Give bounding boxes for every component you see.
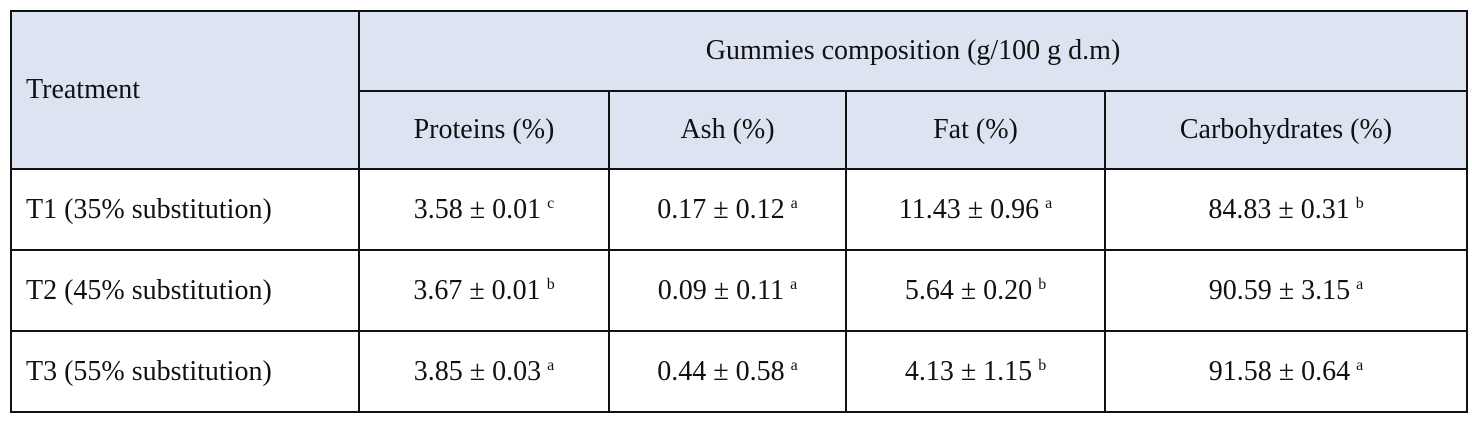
row-label: T1 (35% substitution)	[10, 168, 360, 251]
significance-letter: b	[1038, 356, 1047, 374]
significance-letter: a	[1356, 356, 1364, 374]
value-cell: 11.43 ± 0.96 a	[845, 168, 1106, 251]
cell-value: 0.09 ± 0.11	[657, 274, 785, 306]
significance-letter: c	[547, 194, 555, 212]
column-header: Ash (%)	[608, 90, 847, 170]
significance-letter: a	[1045, 194, 1053, 212]
significance-letter: b	[546, 275, 555, 293]
significance-letter: a	[790, 194, 798, 212]
value-cell: 0.09 ± 0.11 a	[608, 249, 847, 332]
header-cell: Gummies composition (g/100 g d.m)	[357, 10, 1469, 92]
cell-value: 3.67 ± 0.01	[413, 274, 541, 306]
cell-value: 3.58 ± 0.01	[413, 193, 542, 225]
cell-value: 3.85 ± 0.03	[413, 355, 542, 387]
row-label: T2 (45% substitution)	[10, 249, 360, 332]
value-cell: 90.59 ± 3.15 a	[1103, 249, 1469, 332]
cell-value: 5.64 ± 0.20	[904, 274, 1033, 306]
column-header: Carbohydrates (%)	[1103, 90, 1469, 170]
significance-letter: a	[790, 356, 798, 374]
composition-table: Treatment Gummies composition (g/100 g d…	[10, 10, 1469, 413]
significance-letter: b	[1038, 275, 1047, 293]
cell-value: 0.44 ± 0.58	[657, 355, 785, 387]
value-cell: 3.85 ± 0.03 a	[358, 330, 610, 413]
value-cell: 4.13 ± 1.15 b	[845, 330, 1106, 413]
value-cell: 0.44 ± 0.58 a	[608, 330, 847, 413]
cell-value: 84.83 ± 0.31	[1208, 193, 1350, 225]
cell-value: 11.43 ± 0.96	[898, 193, 1040, 225]
value-cell: 0.17 ± 0.12 a	[608, 168, 847, 251]
significance-letter: a	[547, 356, 555, 374]
column-header: Proteins (%)	[358, 90, 610, 170]
value-cell: 5.64 ± 0.20 b	[845, 249, 1106, 332]
cell-value: 4.13 ± 1.15	[904, 355, 1033, 387]
value-cell: 3.58 ± 0.01 c	[358, 168, 610, 251]
value-cell: 3.67 ± 0.01 b	[358, 249, 610, 332]
significance-letter: a	[790, 275, 798, 293]
cell-value: 0.17 ± 0.12	[657, 193, 785, 225]
row-label: T3 (55% substitution)	[10, 330, 360, 413]
cell-value: 91.58 ± 0.64	[1208, 355, 1351, 387]
table-row: T1 (35% substitution) 3.58 ± 0.01 c 0.17 ± …	[10, 168, 1469, 251]
header-cell: Treatment	[10, 10, 360, 170]
table-row: T3 (55% substitution) 3.85 ± 0.03 a 0.44 ± …	[10, 330, 1469, 413]
table-row: T2 (45% substitution) 3.67 ± 0.01 b 0.09 ± …	[10, 249, 1469, 332]
value-cell: 84.83 ± 0.31 b	[1103, 168, 1469, 251]
cell-value: 90.59 ± 3.15	[1208, 274, 1351, 306]
column-header: Fat (%)	[845, 90, 1106, 170]
significance-letter: b	[1355, 194, 1364, 212]
value-cell: 91.58 ± 0.64 a	[1103, 330, 1469, 413]
significance-letter: a	[1356, 275, 1364, 293]
